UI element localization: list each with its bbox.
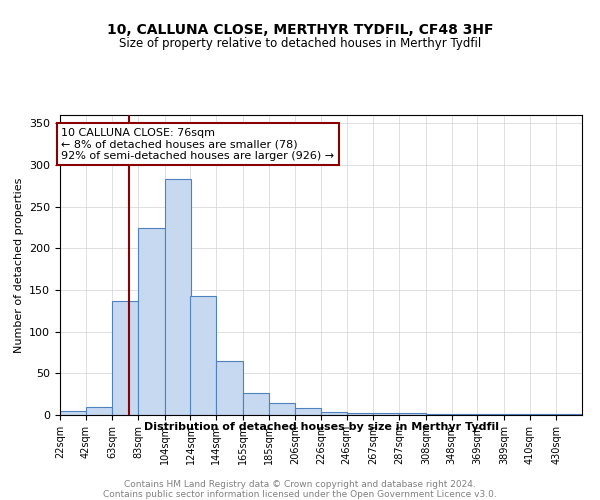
Y-axis label: Number of detached properties: Number of detached properties [14, 178, 23, 352]
Bar [243, 392, 269, 415]
Bar [321, 412, 347, 415]
Bar [295, 408, 321, 415]
Bar [477, 414, 504, 415]
Text: 10 CALLUNA CLOSE: 76sqm
← 8% of detached houses are smaller (78)
92% of semi-det: 10 CALLUNA CLOSE: 76sqm ← 8% of detached… [61, 128, 334, 161]
Bar [86, 406, 112, 415]
Bar [269, 402, 295, 415]
Bar [60, 411, 86, 415]
Bar [190, 296, 216, 415]
Bar [452, 414, 477, 415]
Bar [556, 414, 582, 415]
Bar [373, 414, 399, 415]
Bar [165, 179, 191, 415]
Bar [399, 414, 426, 415]
Bar [504, 414, 530, 415]
Text: Contains HM Land Registry data © Crown copyright and database right 2024.
Contai: Contains HM Land Registry data © Crown c… [103, 480, 497, 500]
Bar [138, 228, 165, 415]
Bar [347, 412, 373, 415]
Text: 10, CALLUNA CLOSE, MERTHYR TYDFIL, CF48 3HF: 10, CALLUNA CLOSE, MERTHYR TYDFIL, CF48 … [107, 22, 493, 36]
Bar [216, 361, 243, 415]
Bar [530, 414, 556, 415]
Bar [426, 414, 451, 415]
Text: Size of property relative to detached houses in Merthyr Tydfil: Size of property relative to detached ho… [119, 38, 481, 51]
Bar [112, 301, 138, 415]
Text: Distribution of detached houses by size in Merthyr Tydfil: Distribution of detached houses by size … [143, 422, 499, 432]
